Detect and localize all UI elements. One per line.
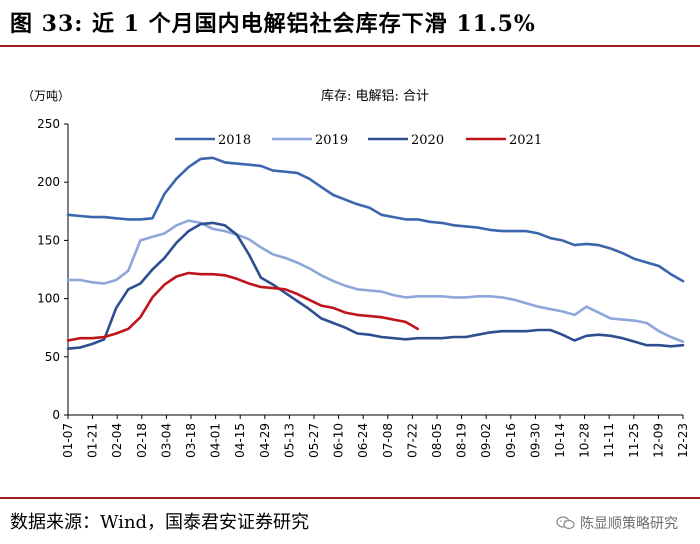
x-tick-label: 04-15 xyxy=(233,423,247,458)
x-tick-label: 07-22 xyxy=(405,423,419,458)
x-tick-label: 05-27 xyxy=(307,423,321,458)
series-line-2018 xyxy=(66,156,685,283)
x-tick-label: 02-04 xyxy=(110,423,124,458)
x-tick-label: 08-05 xyxy=(430,423,444,458)
x-tick-label: 12-09 xyxy=(651,423,665,458)
x-tick-label: 06-10 xyxy=(332,423,346,458)
x-tick-label: 06-24 xyxy=(356,423,370,458)
x-tick-label: 08-19 xyxy=(455,423,469,458)
x-tick-label: 09-02 xyxy=(479,423,493,458)
y-tick-label: 250 xyxy=(37,117,60,131)
x-tick-label: 04-01 xyxy=(209,423,223,458)
x-tick-label: 03-04 xyxy=(159,423,173,458)
x-tick-label: 11-25 xyxy=(627,423,641,458)
y-tick-label: 0 xyxy=(52,408,60,422)
bottom-divider xyxy=(0,497,700,499)
x-tick-label: 12-23 xyxy=(676,423,690,458)
series-line-2019 xyxy=(66,219,685,344)
y-tick-label: 100 xyxy=(37,292,60,306)
x-tick-label: 11-11 xyxy=(602,423,616,458)
top-divider xyxy=(0,45,700,47)
x-tick-label: 03-18 xyxy=(184,423,198,458)
legend-label-2021: 2021 xyxy=(509,133,542,148)
y-axis-unit-label: （万吨） xyxy=(22,89,70,103)
series-line-2020 xyxy=(66,221,685,351)
y-tick-label: 200 xyxy=(37,175,60,189)
x-tick-label: 10-14 xyxy=(553,423,567,458)
chart-subtitle: 库存: 电解铝: 合计 xyxy=(321,88,429,104)
x-tick-label: 10-28 xyxy=(578,423,592,458)
y-tick-label: 150 xyxy=(37,233,60,247)
legend-label-2019: 2019 xyxy=(315,133,348,148)
legend-label-2020: 2020 xyxy=(411,133,444,148)
figure-title: 图 33: 近 1 个月国内电解铝社会库存下滑 11.5% xyxy=(10,11,536,37)
watermark: 陈显顺策略研究 xyxy=(556,513,678,533)
x-tick-label: 01-07 xyxy=(61,423,75,458)
x-tick-label: 07-08 xyxy=(381,423,395,458)
watermark-text: 陈显顺策略研究 xyxy=(580,516,678,532)
x-tick-label: 01-21 xyxy=(86,423,100,458)
y-tick-label: 50 xyxy=(45,350,60,364)
wechat-icon xyxy=(556,516,575,530)
series-line-2021 xyxy=(66,271,420,342)
x-tick-label: 09-16 xyxy=(504,423,518,458)
source-note: 数据来源：Wind，国泰君安证券研究 xyxy=(10,512,310,533)
x-tick-label: 09-30 xyxy=(528,423,542,458)
x-tick-label: 04-29 xyxy=(258,423,272,458)
x-tick-label: 02-18 xyxy=(135,423,149,458)
legend-label-2018: 2018 xyxy=(218,133,251,148)
x-tick-label: 05-13 xyxy=(282,423,296,458)
